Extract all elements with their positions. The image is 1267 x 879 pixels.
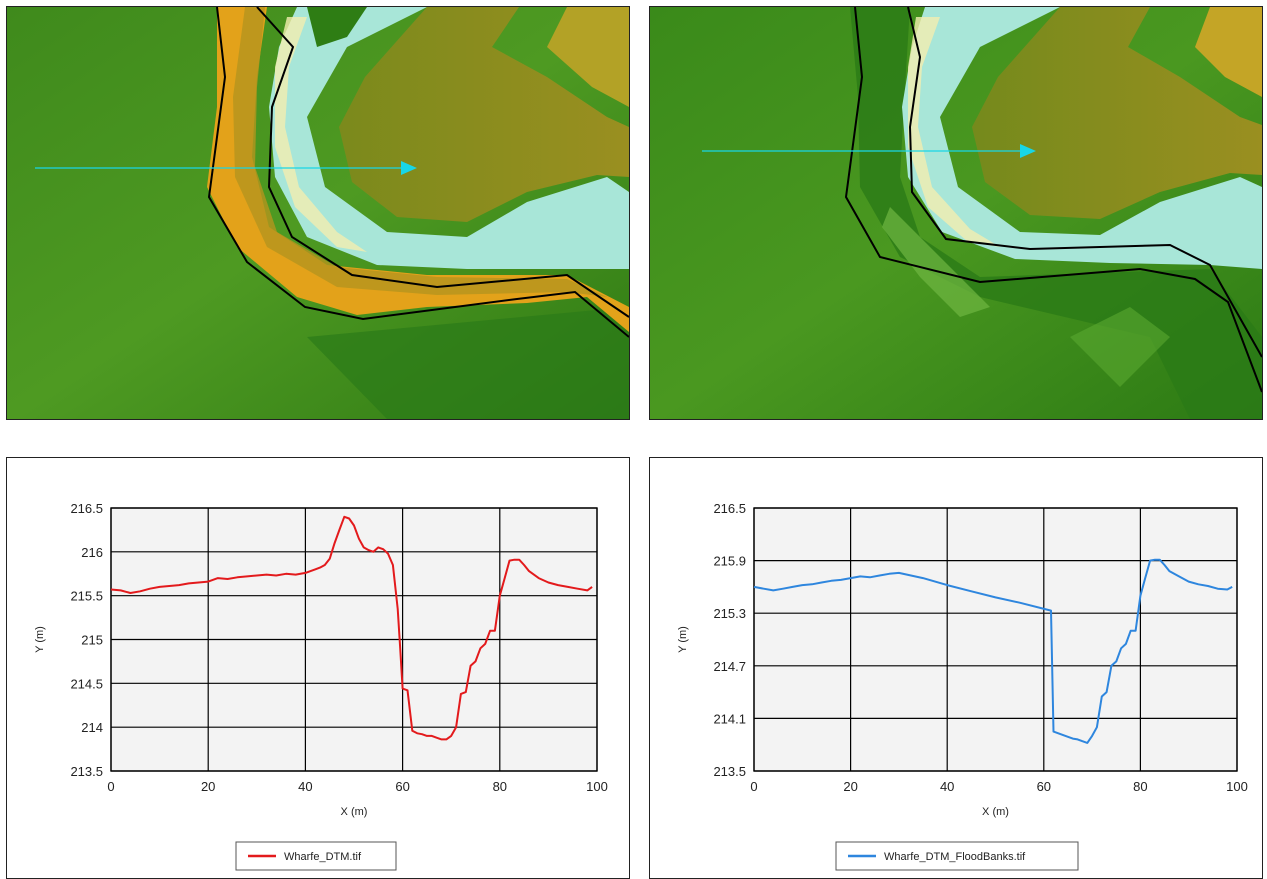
bank-highlight bbox=[882, 207, 990, 317]
y-tick-label: 213.5 bbox=[70, 764, 103, 779]
river-bank-edge bbox=[275, 17, 367, 252]
x-axis-label: X (m) bbox=[341, 806, 368, 818]
x-tick-label: 0 bbox=[107, 779, 114, 794]
profile-chart-dtm-svg: 0 20 40 60 80 100 213.5 214 214.5 215 215.5 216 216.… bbox=[34, 501, 608, 871]
plot-area bbox=[754, 508, 1237, 771]
terrain-map-floodbanks-svg bbox=[650, 7, 1262, 419]
legend-label: Wharfe_DTM.tif bbox=[284, 851, 362, 863]
bank-outline-inner bbox=[907, 7, 1262, 358]
legend-box bbox=[835, 841, 1079, 871]
terrain-map-dtm-svg bbox=[7, 7, 629, 419]
x-tick-label: 100 bbox=[1226, 779, 1248, 794]
x-tick-label: 80 bbox=[493, 779, 507, 794]
profile-chart-dtm: 0 20 40 60 80 100 213.5 214 214.5 215 215.5 216 216.… bbox=[6, 457, 630, 879]
vegetation-patch bbox=[307, 7, 367, 47]
y-tick-label: 216.5 bbox=[70, 501, 103, 516]
upland-patch bbox=[547, 7, 629, 107]
legend-label: Wharfe_DTM_FloodBanks.tif bbox=[884, 851, 1026, 863]
profile-arrow-icon bbox=[1020, 144, 1036, 158]
terrain-map-floodbanks bbox=[649, 6, 1263, 420]
field-patch bbox=[1070, 307, 1170, 387]
y-tick-label: 214.1 bbox=[713, 711, 746, 726]
series-line bbox=[110, 515, 593, 741]
bank-outline-outer bbox=[207, 7, 629, 338]
profile-chart-floodbanks: 0 20 40 60 80 100 213.5 214.1 214.7 215.3 215.9 216… bbox=[649, 457, 1263, 879]
y-tick-label: 216.5 bbox=[713, 501, 746, 516]
river-channel bbox=[902, 7, 1262, 269]
y-tick-label: 215 bbox=[81, 633, 103, 648]
lowland-area bbox=[307, 307, 629, 419]
x-tick-label: 20 bbox=[201, 779, 215, 794]
y-tick-label: 214.5 bbox=[70, 676, 103, 691]
floodbank-lowland bbox=[850, 7, 1262, 419]
x-tick-label: 100 bbox=[586, 779, 608, 794]
x-tick-label: 0 bbox=[750, 779, 757, 794]
meander-inner-bank bbox=[972, 7, 1262, 219]
y-tick-label: 216 bbox=[81, 545, 103, 560]
profile-chart-floodbanks-svg: 0 20 40 60 80 100 213.5 214.1 214.7 215.3 215.9 216… bbox=[677, 501, 1248, 871]
x-tick-label: 60 bbox=[1037, 779, 1051, 794]
x-tick-label: 40 bbox=[298, 779, 312, 794]
y-tick-label: 215.3 bbox=[713, 606, 746, 621]
y-tick-label: 215.9 bbox=[713, 554, 746, 569]
river-channel bbox=[269, 7, 629, 269]
terrain-map-dtm bbox=[6, 6, 630, 420]
series-line bbox=[753, 558, 1233, 744]
plot-border bbox=[753, 507, 1238, 772]
plot-border bbox=[110, 507, 598, 772]
profile-arrow-icon bbox=[401, 161, 417, 175]
y-tick-label: 213.5 bbox=[713, 764, 746, 779]
river-bank-edge bbox=[908, 17, 1000, 247]
y-tick-label: 215.5 bbox=[70, 589, 103, 604]
x-tick-label: 60 bbox=[395, 779, 409, 794]
x-tick-label: 40 bbox=[940, 779, 954, 794]
x-tick-label: 20 bbox=[843, 779, 857, 794]
y-axis-label: Y (m) bbox=[34, 626, 46, 653]
y-tick-label: 214.7 bbox=[713, 659, 746, 674]
x-tick-label: 80 bbox=[1133, 779, 1147, 794]
bank-outline-inner bbox=[256, 7, 629, 318]
y-tick-label: 214 bbox=[81, 720, 103, 735]
y-axis-label: Y (m) bbox=[677, 626, 689, 653]
upland-patch bbox=[1195, 7, 1262, 97]
x-axis-label: X (m) bbox=[982, 806, 1009, 818]
bank-outline-outer bbox=[844, 7, 1262, 393]
